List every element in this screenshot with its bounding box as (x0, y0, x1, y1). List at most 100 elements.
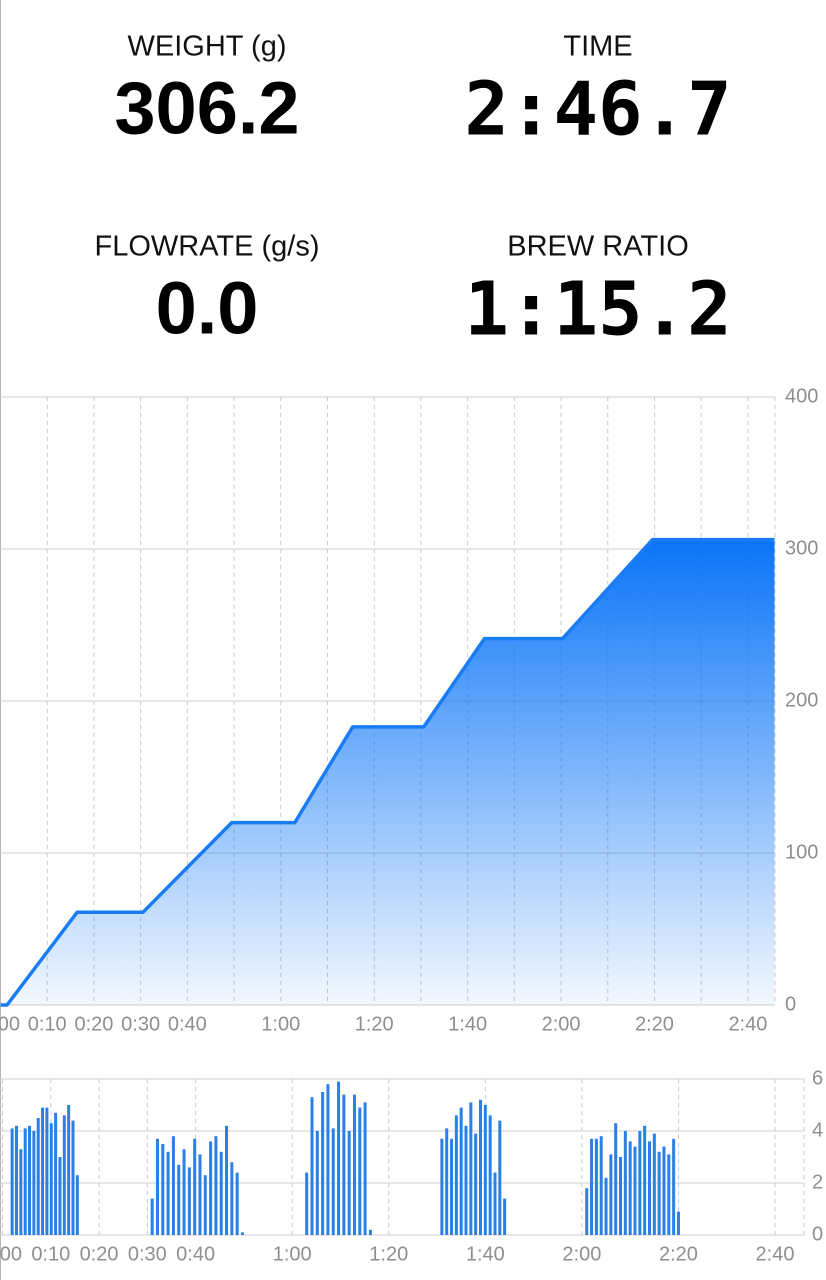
flow-bar (479, 1099, 483, 1235)
flow-bar (310, 1097, 314, 1235)
flow-bar (58, 1157, 62, 1235)
flow-bar (49, 1123, 53, 1235)
flow-bar (628, 1141, 632, 1235)
flow-bar (171, 1136, 175, 1235)
flow-bar (498, 1120, 502, 1235)
x-tick-label: 1:20 (355, 1013, 394, 1035)
flow-bar (193, 1138, 197, 1235)
flow-bar (604, 1177, 608, 1235)
flow-bar (450, 1138, 454, 1235)
y-tick-label: 0 (812, 1223, 823, 1245)
flow-bar (315, 1131, 319, 1235)
flow-bar (321, 1092, 325, 1235)
flow-bar (638, 1131, 642, 1235)
flow-bar (182, 1149, 186, 1235)
flow-bar (667, 1154, 671, 1235)
flow-bar (633, 1146, 637, 1235)
stat-label: BREW RATIO (507, 231, 689, 263)
x-tick-label: 0:30 (128, 1243, 167, 1265)
weight-line (0, 537, 775, 1007)
flow-bar (474, 1133, 478, 1235)
flow-bar (177, 1164, 181, 1235)
flow-bar (326, 1084, 330, 1235)
flow-bar (503, 1198, 507, 1235)
flow-bar (590, 1138, 594, 1235)
weight-area (0, 539, 775, 1005)
stat-label: WEIGHT (g) (128, 31, 287, 63)
flow-bar (676, 1211, 680, 1235)
x-tick-label: 0:40 (168, 1013, 207, 1035)
stat-value: 0.0 (156, 267, 259, 350)
flow-bar (454, 1115, 458, 1235)
flow-bar (230, 1162, 234, 1235)
flow-bar (62, 1115, 66, 1235)
x-tick-label: 2:20 (635, 1013, 674, 1035)
flow-bar (150, 1198, 154, 1235)
flow-bar (647, 1141, 651, 1235)
flow-bar (235, 1172, 239, 1235)
flow-bar (331, 1128, 335, 1235)
flow-bar (599, 1136, 603, 1235)
flow-bar (67, 1105, 71, 1235)
flow-bar (440, 1138, 444, 1235)
x-tick-label: 2:40 (728, 1013, 767, 1035)
flow-bar (71, 1120, 75, 1235)
x-tick-label: 0:10 (31, 1243, 70, 1265)
y-tick-label: 6 (812, 1067, 823, 1089)
x-tick-label: 0:20 (80, 1243, 119, 1265)
x-tick-label: 1:20 (369, 1243, 408, 1265)
flow-bar (19, 1149, 23, 1235)
x-tick-label: 0:20 (74, 1013, 113, 1035)
flow-bar (347, 1131, 351, 1235)
flow-bar (623, 1131, 627, 1235)
y-tick-label: 200 (785, 689, 818, 711)
flow-bar (594, 1138, 598, 1235)
flow-bar (161, 1144, 165, 1235)
flow-bar (28, 1125, 32, 1235)
flow-bar (445, 1128, 449, 1235)
x-tick-label: 2:20 (659, 1243, 698, 1265)
flow-bar (337, 1081, 341, 1235)
x-tick-label: 1:00 (261, 1013, 300, 1035)
flow-bar (363, 1102, 367, 1235)
y-tick-label: 0 (785, 993, 796, 1015)
x-tick-label: 0:30 (121, 1013, 160, 1035)
x-tick-label: 2:00 (562, 1243, 601, 1265)
x-tick-label: 1:40 (466, 1243, 505, 1265)
flow-bar (305, 1172, 309, 1235)
flow-bar (352, 1094, 356, 1235)
flow-bar (614, 1123, 618, 1235)
y-tick-label: 4 (812, 1119, 823, 1141)
flow-bar (155, 1138, 159, 1235)
x-tick-label: 1:00 (273, 1243, 312, 1265)
flow-bar (45, 1107, 49, 1235)
flow-bar (585, 1188, 589, 1235)
flow-bar (493, 1172, 497, 1235)
flow-bar (240, 1232, 244, 1235)
y-tick-label: 300 (785, 537, 818, 559)
stat-label: TIME (563, 31, 632, 63)
stat-value: 306.2 (114, 67, 299, 150)
flow-bar (209, 1141, 213, 1235)
flow-bar (41, 1107, 45, 1235)
y-tick-label: 2 (812, 1171, 823, 1193)
flow-bar (15, 1125, 19, 1235)
flow-bar (198, 1154, 202, 1235)
flow-bar (609, 1154, 613, 1235)
flow-bar (657, 1151, 661, 1235)
flow-bar (166, 1151, 170, 1235)
flow-bar (23, 1128, 27, 1235)
x-tick-label: 0:40 (176, 1243, 215, 1265)
flow-bar (54, 1112, 58, 1235)
stat-value: 1:15.2 (464, 267, 731, 353)
x-tick-label: 0:00 (0, 1013, 20, 1035)
flow-bar (187, 1167, 191, 1235)
x-tick-label: 2:00 (542, 1013, 581, 1035)
flow-bar (464, 1125, 468, 1235)
flow-bar (358, 1107, 362, 1235)
flow-bar (75, 1175, 79, 1235)
flow-bar (662, 1146, 666, 1235)
flow-bar (672, 1138, 676, 1235)
x-tick-label: 1:40 (448, 1013, 487, 1035)
flow-bar (459, 1107, 463, 1235)
